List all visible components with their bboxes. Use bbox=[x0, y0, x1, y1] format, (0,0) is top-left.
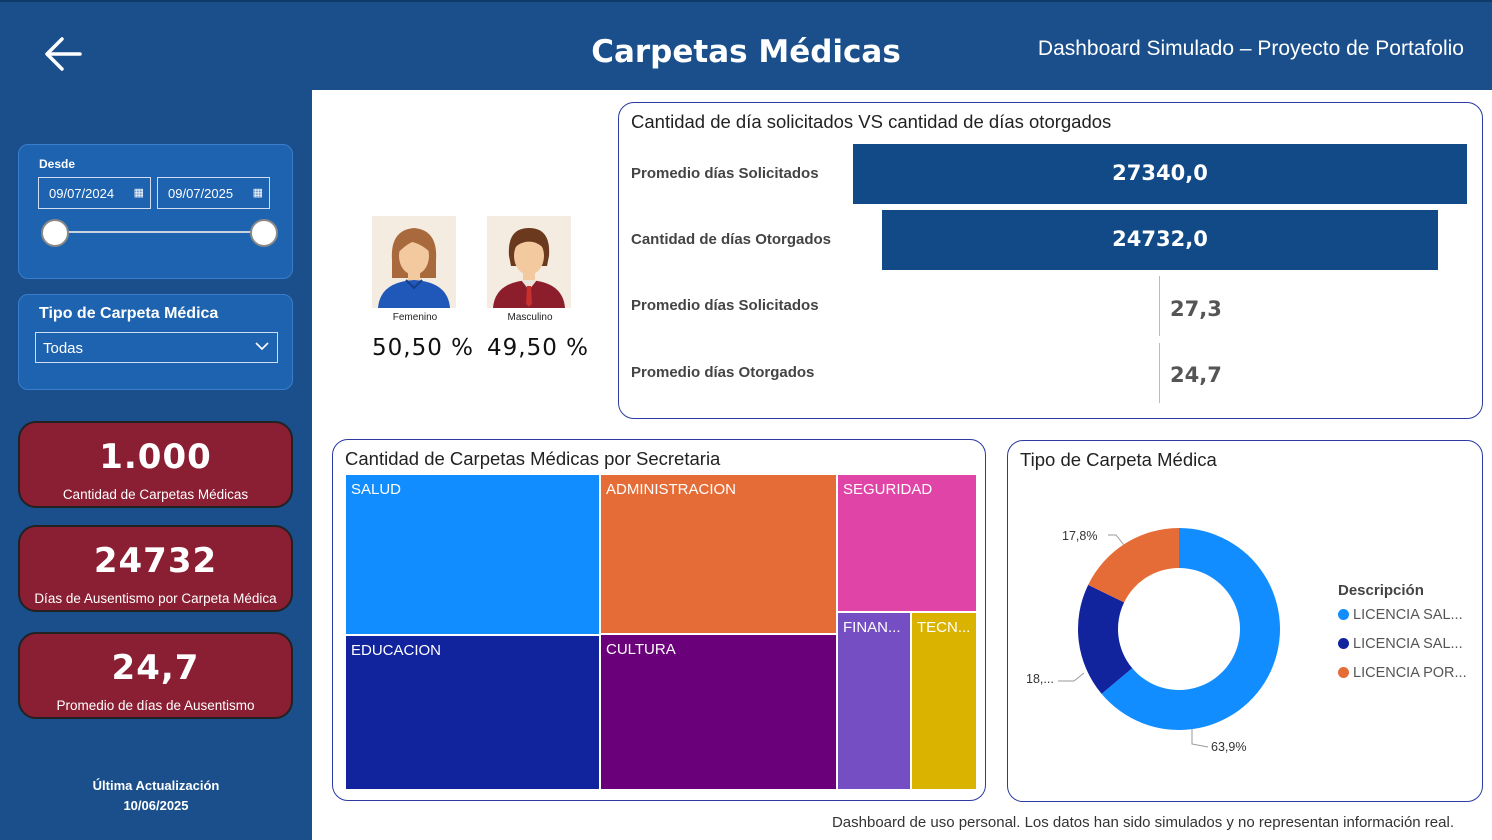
gender-card-masculino: Masculino 49,50 % bbox=[487, 216, 590, 361]
bar-otorgados-total[interactable]: 24732,0 bbox=[882, 210, 1438, 270]
legend-item[interactable]: LICENCIA SAL... bbox=[1338, 636, 1463, 652]
date-range-filter: Desde 09/07/2024 ▦ 09/07/2025 ▦ bbox=[18, 144, 293, 279]
kpi-card-cantidad: 1.000 Cantidad de Carpetas Médicas bbox=[18, 421, 293, 508]
slice-label: 17,8% bbox=[1062, 529, 1098, 543]
treemap-tile-cultura[interactable]: CULTURA bbox=[600, 634, 837, 790]
last-update-label: Última Actualización bbox=[92, 778, 220, 793]
secretaria-treemap-chart: Cantidad de Carpetas Médicas por Secreta… bbox=[332, 439, 986, 801]
gender-name: Masculino bbox=[507, 312, 553, 323]
bar-label: Promedio días Otorgados bbox=[631, 364, 815, 381]
bar-value: 27340,0 bbox=[1112, 161, 1208, 185]
tipo-dropdown-value: Todas bbox=[43, 340, 84, 357]
leader-line bbox=[1108, 534, 1125, 546]
donut-svg bbox=[1058, 528, 1280, 748]
treemap: SALUD ADMINISTRACION SEGURIDAD EDUCACION… bbox=[345, 474, 977, 790]
bar-baseline bbox=[1159, 343, 1160, 403]
chart-title: Tipo de Carpeta Médica bbox=[1020, 449, 1217, 470]
page-subtitle: Dashboard Simulado – Proyecto de Portafo… bbox=[1037, 37, 1464, 60]
gender-name: Femenino bbox=[392, 312, 438, 323]
treemap-tile-tecnologia[interactable]: TECN... bbox=[911, 612, 977, 790]
treemap-tile-seguridad[interactable]: SEGURIDAD bbox=[837, 474, 977, 612]
date-end-input[interactable]: 09/07/2025 ▦ bbox=[157, 177, 270, 209]
date-end-value: 09/07/2025 bbox=[168, 186, 234, 201]
chevron-down-icon[interactable] bbox=[253, 337, 271, 355]
legend-item[interactable]: LICENCIA SAL... bbox=[1338, 607, 1463, 623]
top-bar: Carpetas Médicas Dashboard Simulado – Pr… bbox=[0, 0, 1492, 90]
date-filter-label: Desde bbox=[39, 157, 76, 171]
back-button[interactable] bbox=[40, 32, 86, 78]
tipo-dropdown[interactable]: Todas bbox=[35, 332, 278, 363]
date-slider-track[interactable] bbox=[55, 231, 265, 233]
calendar-icon[interactable]: ▦ bbox=[133, 187, 144, 199]
bar-solicitados-total[interactable]: 27340,0 bbox=[853, 144, 1467, 204]
bar-label: Promedio días Solicitados bbox=[631, 297, 819, 314]
donut-slice-1[interactable] bbox=[1078, 584, 1133, 694]
kpi-value: 24,7 bbox=[111, 648, 200, 688]
donut-slice-0[interactable] bbox=[1101, 528, 1280, 730]
chart-title: Cantidad de Carpetas Médicas por Secreta… bbox=[345, 448, 721, 469]
kpi-value: 1.000 bbox=[99, 437, 212, 477]
treemap-tile-educacion[interactable]: EDUCACION bbox=[345, 635, 600, 790]
bar-value: 24732,0 bbox=[1112, 227, 1208, 251]
donut-slice-2[interactable] bbox=[1088, 528, 1179, 603]
kpi-value: 24732 bbox=[93, 541, 218, 581]
last-update: Última Actualización 10/06/2025 bbox=[0, 776, 312, 816]
footnote: Dashboard de uso personal. Los datos han… bbox=[831, 814, 1454, 831]
legend-label: LICENCIA SAL... bbox=[1353, 607, 1463, 623]
gender-card-femenino: Femenino 50,50 % bbox=[372, 216, 475, 361]
tipo-carpeta-filter: Tipo de Carpeta Médica Todas bbox=[18, 294, 293, 390]
gender-percent: 49,50 % bbox=[487, 335, 590, 361]
calendar-icon[interactable]: ▦ bbox=[252, 187, 263, 199]
male-avatar-icon bbox=[487, 216, 571, 308]
kpi-label: Cantidad de Carpetas Médicas bbox=[62, 487, 249, 502]
legend-label: LICENCIA POR... bbox=[1353, 665, 1467, 681]
solicitados-vs-otorgados-chart: Cantidad de día solicitados VS cantidad … bbox=[618, 102, 1483, 419]
sidebar: Desde 09/07/2024 ▦ 09/07/2025 ▦ Tipo de … bbox=[0, 90, 312, 840]
legend-dot bbox=[1338, 609, 1349, 620]
tipo-carpeta-donut-chart: Tipo de Carpeta Médica 17,8% 18,... 63,9… bbox=[1007, 440, 1483, 802]
treemap-tile-administracion[interactable]: ADMINISTRACION bbox=[600, 474, 837, 634]
legend-title: Descripción bbox=[1338, 582, 1424, 599]
slice-label: 63,9% bbox=[1211, 740, 1247, 754]
chart-title: Cantidad de día solicitados VS cantidad … bbox=[631, 111, 1112, 132]
kpi-label: Promedio de días de Ausentismo bbox=[56, 698, 255, 713]
report-canvas: Femenino 50,50 % Masculino 49,50 % Canti… bbox=[312, 90, 1492, 840]
kpi-card-dias: 24732 Días de Ausentismo por Carpeta Méd… bbox=[18, 525, 293, 612]
date-slider-end-handle[interactable] bbox=[250, 219, 278, 247]
arrow-left-icon[interactable] bbox=[40, 32, 86, 78]
bar-label: Promedio días Solicitados bbox=[631, 165, 819, 182]
bar-value: 24,7 bbox=[1170, 363, 1222, 387]
bar-value: 27,3 bbox=[1170, 297, 1222, 321]
slice-label: 18,... bbox=[1026, 672, 1054, 686]
date-start-value: 09/07/2024 bbox=[49, 186, 115, 201]
bar-label: Cantidad de días Otorgados bbox=[631, 231, 832, 248]
date-start-input[interactable]: 09/07/2024 ▦ bbox=[38, 177, 151, 209]
leader-line bbox=[1191, 729, 1209, 748]
legend-dot bbox=[1338, 638, 1349, 649]
legend-item[interactable]: LICENCIA POR... bbox=[1338, 665, 1467, 681]
kpi-card-promedio: 24,7 Promedio de días de Ausentismo bbox=[18, 632, 293, 719]
female-avatar-icon bbox=[372, 216, 456, 308]
tipo-filter-label: Tipo de Carpeta Médica bbox=[39, 305, 219, 322]
treemap-tile-salud[interactable]: SALUD bbox=[345, 474, 600, 635]
bar-baseline bbox=[1159, 276, 1160, 336]
legend-label: LICENCIA SAL... bbox=[1353, 636, 1463, 652]
legend-dot bbox=[1338, 667, 1349, 678]
kpi-label: Días de Ausentismo por Carpeta Médica bbox=[34, 591, 277, 606]
last-update-date: 10/06/2025 bbox=[123, 798, 189, 813]
page-title: Carpetas Médicas bbox=[591, 34, 901, 70]
date-slider-start-handle[interactable] bbox=[41, 219, 69, 247]
gender-percent: 50,50 % bbox=[372, 335, 475, 361]
leader-line bbox=[1058, 672, 1085, 682]
treemap-tile-finanzas[interactable]: FINAN... bbox=[837, 612, 911, 790]
